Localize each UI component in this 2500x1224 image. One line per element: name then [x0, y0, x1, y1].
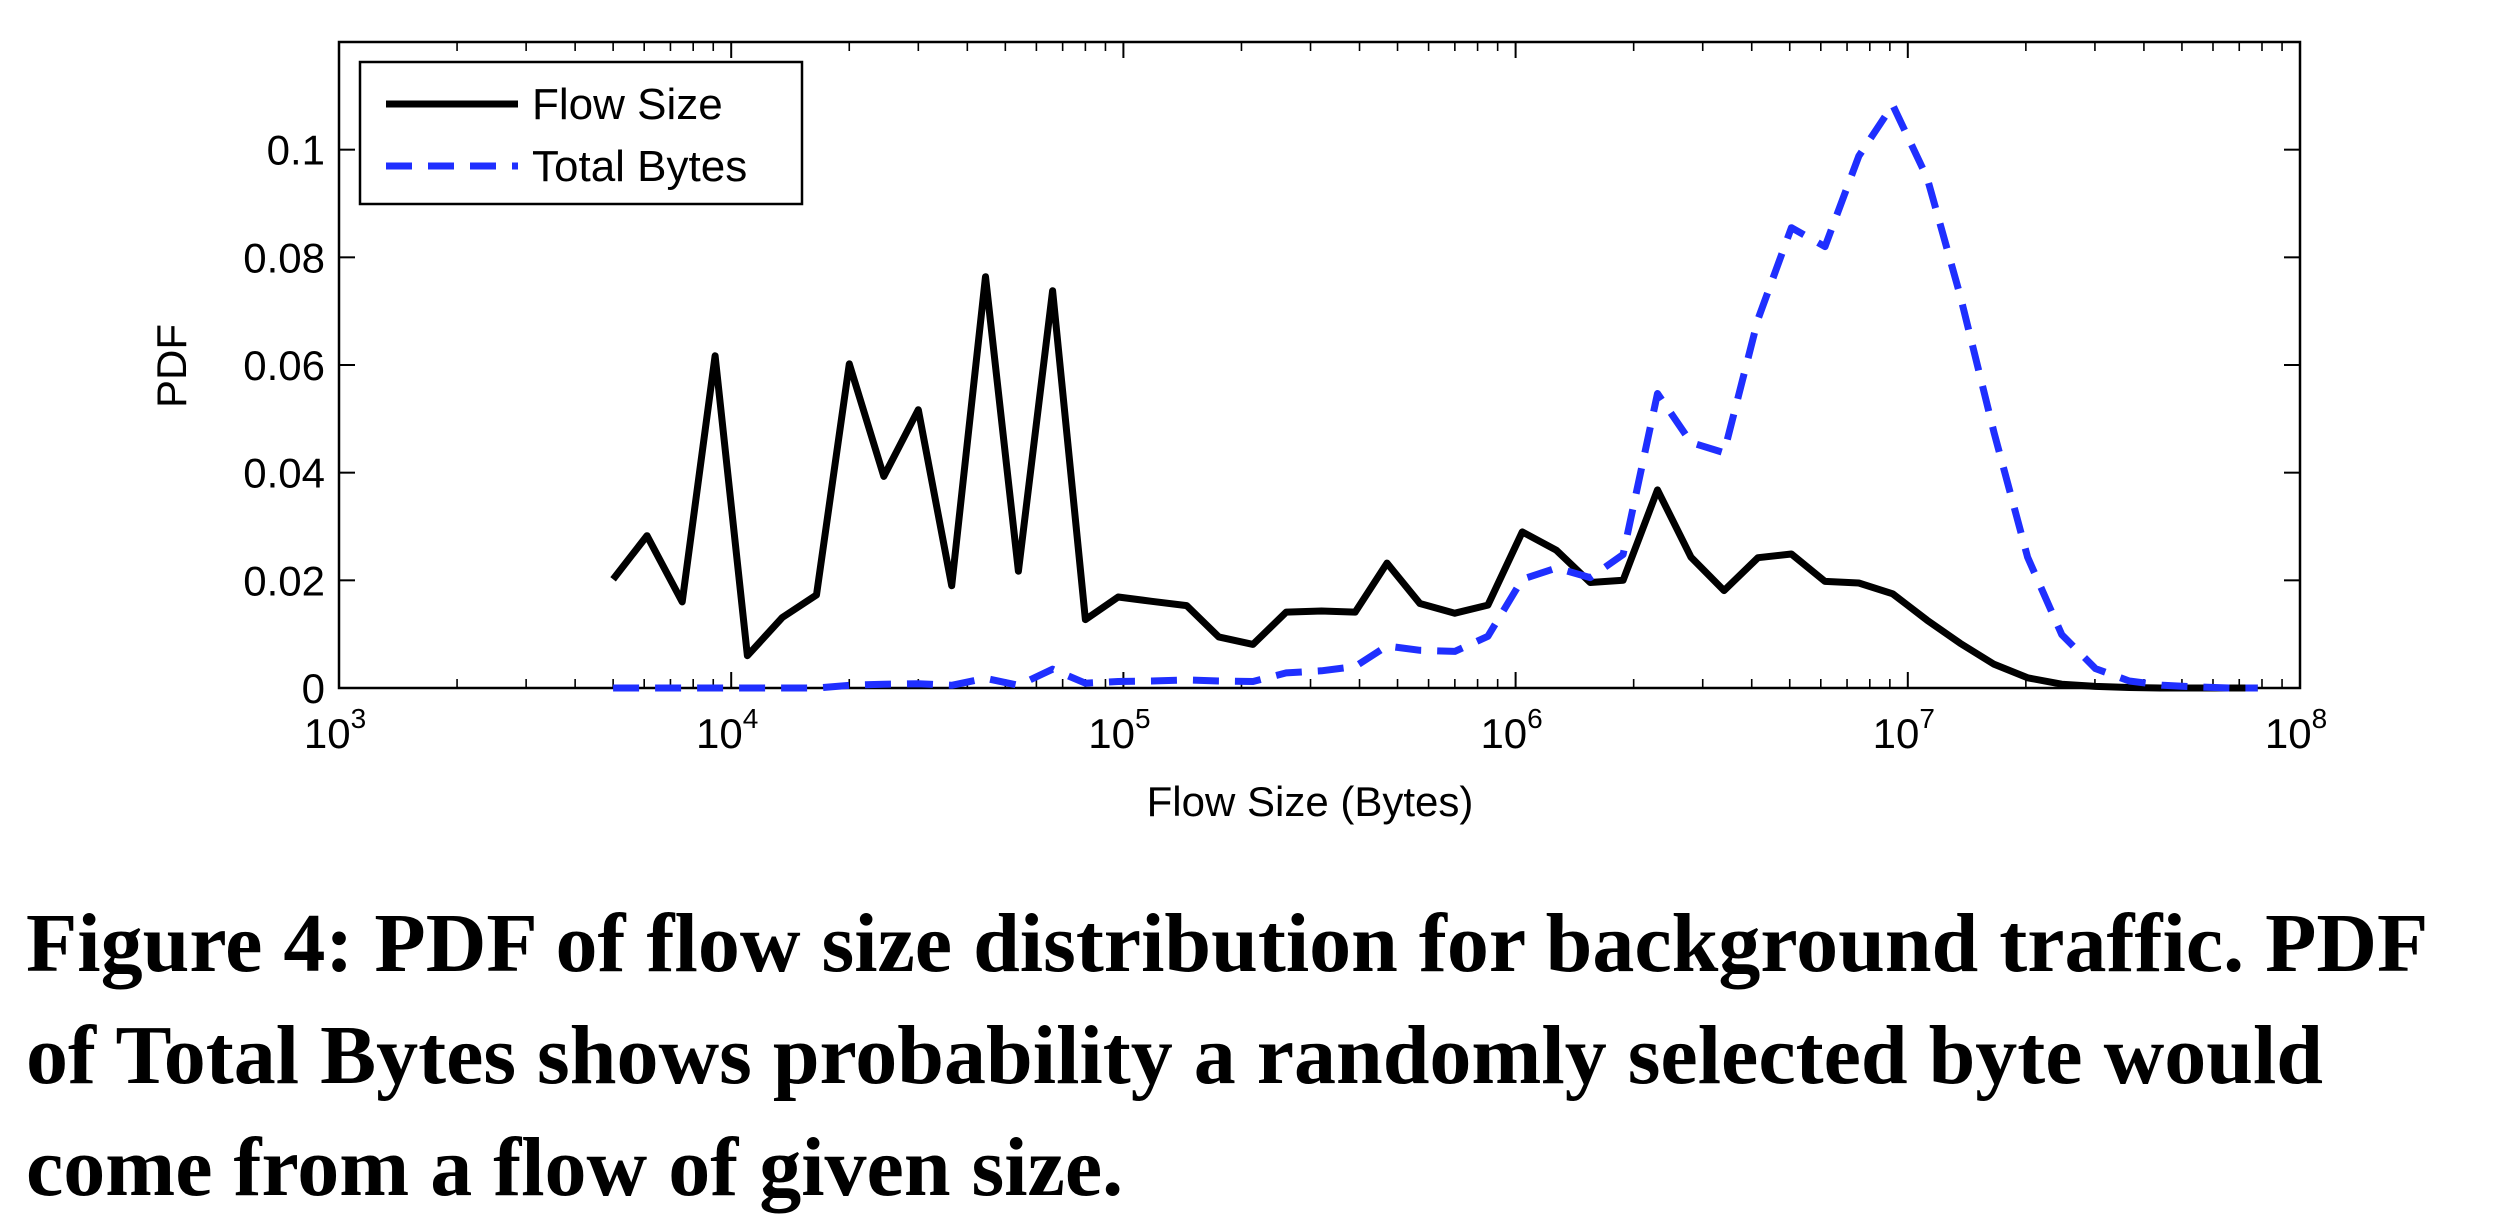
axis-ticks: 103 104 105 106 107 108 0 0.02 0.04 0.06 0.08 0.1: [243, 42, 2327, 757]
y-tick-label: 0.08: [243, 234, 325, 281]
series-lines: [610, 101, 2258, 692]
y-tick-label: 0.1: [267, 127, 325, 174]
y-tick-label: 0.02: [243, 557, 325, 604]
legend: Flow Size Total Bytes: [358, 60, 804, 206]
y-tick-label: 0.04: [243, 450, 325, 497]
figure-caption: Figure 4: PDF of flow size distribution …: [26, 897, 2426, 1214]
x-tick-label: 104: [696, 703, 758, 757]
y-tick-label: 0.06: [243, 342, 325, 389]
series-line-flow-size: [610, 273, 2258, 692]
x-tick-label: 107: [1873, 703, 1935, 757]
y-axis-label: PDF: [148, 324, 195, 408]
x-axis-label: Flow Size (Bytes): [1147, 778, 1474, 825]
x-tick-label: 106: [1480, 703, 1542, 757]
legend-label: Flow Size: [532, 80, 723, 129]
pdf-chart: 103 104 105 106 107 108 0 0.02 0.04 0.06 0.08 0.1 F…: [148, 40, 2327, 825]
legend-box: [358, 60, 804, 206]
x-tick-label: 105: [1088, 703, 1150, 757]
x-tick-label: 103: [304, 703, 366, 757]
legend-label: Total Bytes: [532, 142, 747, 191]
y-tick-label: 0: [302, 665, 325, 712]
x-tick-label: 108: [2265, 703, 2327, 757]
series-line-total-bytes: [613, 101, 2258, 692]
